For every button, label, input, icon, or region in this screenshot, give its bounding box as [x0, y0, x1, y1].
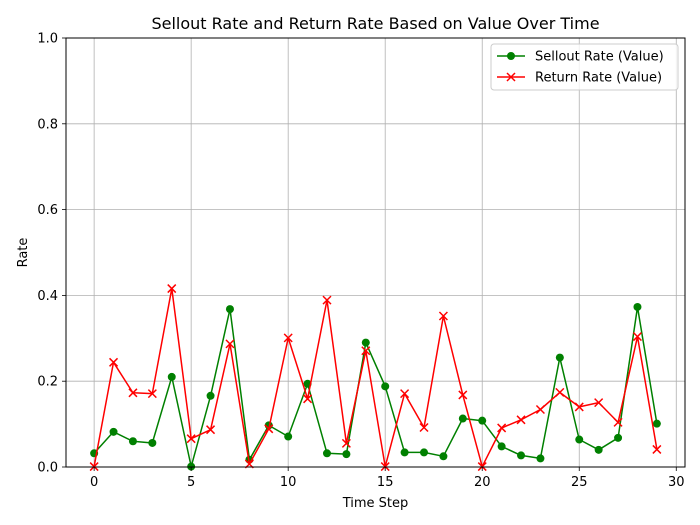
data-point-sellout — [652, 419, 661, 428]
data-point-sellout — [439, 452, 448, 461]
data-point-sellout — [633, 302, 642, 311]
data-point-return — [516, 415, 526, 425]
data-point-sellout — [206, 391, 215, 400]
data-point-return — [535, 404, 545, 415]
data-point-sellout — [225, 305, 234, 314]
axis-ticks: 0 5 10 15 20 25 30 0.0 0.2 0.4 0.6 0.8 1.0 — [37, 32, 684, 491]
data-point-sellout — [284, 432, 293, 441]
x-axis-label: Time Step — [342, 496, 409, 511]
legend-box — [490, 43, 679, 91]
legend: Sellout Rate (Value) Return Rate (Value) — [490, 43, 679, 91]
legend-label-sellout: Sellout Rate (Value) — [535, 50, 664, 65]
data-point-sellout — [517, 451, 526, 460]
data-point-sellout — [342, 450, 351, 459]
data-point-return — [438, 311, 448, 321]
data-point-return — [594, 398, 604, 408]
plot-frame — [65, 37, 686, 468]
data-point-sellout — [594, 445, 603, 454]
y-tick-label: 0.0 — [37, 461, 58, 476]
data-point-sellout — [420, 448, 429, 457]
data-point-return — [264, 424, 274, 434]
data-point-return — [555, 387, 565, 397]
data-point-sellout — [167, 372, 176, 381]
x-tick-label: 30 — [668, 475, 685, 490]
chart-title: Sellout Rate and Return Rate Based on Va… — [151, 14, 599, 33]
data-point-sellout — [575, 435, 584, 444]
data-point-return — [341, 438, 351, 448]
data-point-sellout — [400, 448, 409, 457]
data-point-sellout — [555, 353, 564, 362]
data-point-return — [128, 388, 138, 398]
y-tick-label: 0.8 — [37, 117, 58, 132]
legend-marker-sellout — [507, 52, 515, 60]
data-point-return — [458, 390, 468, 400]
data-point-return — [206, 425, 216, 435]
x-tick-label: 10 — [280, 475, 297, 490]
y-tick-label: 1.0 — [37, 32, 58, 47]
data-point-sellout — [536, 454, 545, 463]
y-tick-label: 0.6 — [37, 203, 58, 218]
x-tick-label: 25 — [571, 475, 588, 490]
x-tick-label: 15 — [377, 475, 394, 490]
data-point-return — [167, 284, 177, 294]
y-axis-label: Rate — [16, 238, 31, 268]
data-point-sellout — [614, 433, 623, 442]
data-point-sellout — [109, 427, 118, 436]
x-tick-label: 0 — [90, 475, 98, 490]
data-point-sellout — [128, 437, 137, 446]
data-point-return — [322, 295, 332, 305]
series-layer — [89, 284, 662, 472]
data-point-sellout — [148, 438, 157, 447]
data-point-return — [283, 333, 293, 343]
data-point-return — [632, 332, 642, 342]
data-point-return — [497, 423, 507, 433]
data-point-return — [419, 423, 429, 433]
data-point-return — [613, 417, 623, 427]
data-point-return — [574, 402, 584, 412]
series-line-sellout — [93, 306, 658, 468]
data-point-sellout — [478, 416, 487, 425]
data-point-return — [109, 357, 119, 367]
x-tick-label: 5 — [187, 475, 195, 490]
data-point-sellout — [458, 414, 467, 423]
legend-marker-return — [506, 72, 516, 82]
data-point-return — [186, 434, 196, 444]
data-point-sellout — [497, 442, 506, 451]
y-tick-label: 0.2 — [37, 375, 58, 390]
data-point-return — [225, 339, 235, 349]
legend-label-return: Return Rate (Value) — [535, 71, 662, 86]
data-point-return — [652, 444, 662, 454]
y-tick-label: 0.4 — [37, 289, 58, 304]
data-point-return — [303, 394, 313, 404]
data-point-sellout — [322, 449, 331, 458]
data-point-return — [147, 389, 157, 399]
data-point-sellout — [381, 382, 390, 391]
data-point-return — [361, 346, 371, 356]
data-point-sellout — [361, 338, 370, 347]
x-tick-label: 20 — [474, 475, 491, 490]
data-point-return — [400, 389, 410, 399]
